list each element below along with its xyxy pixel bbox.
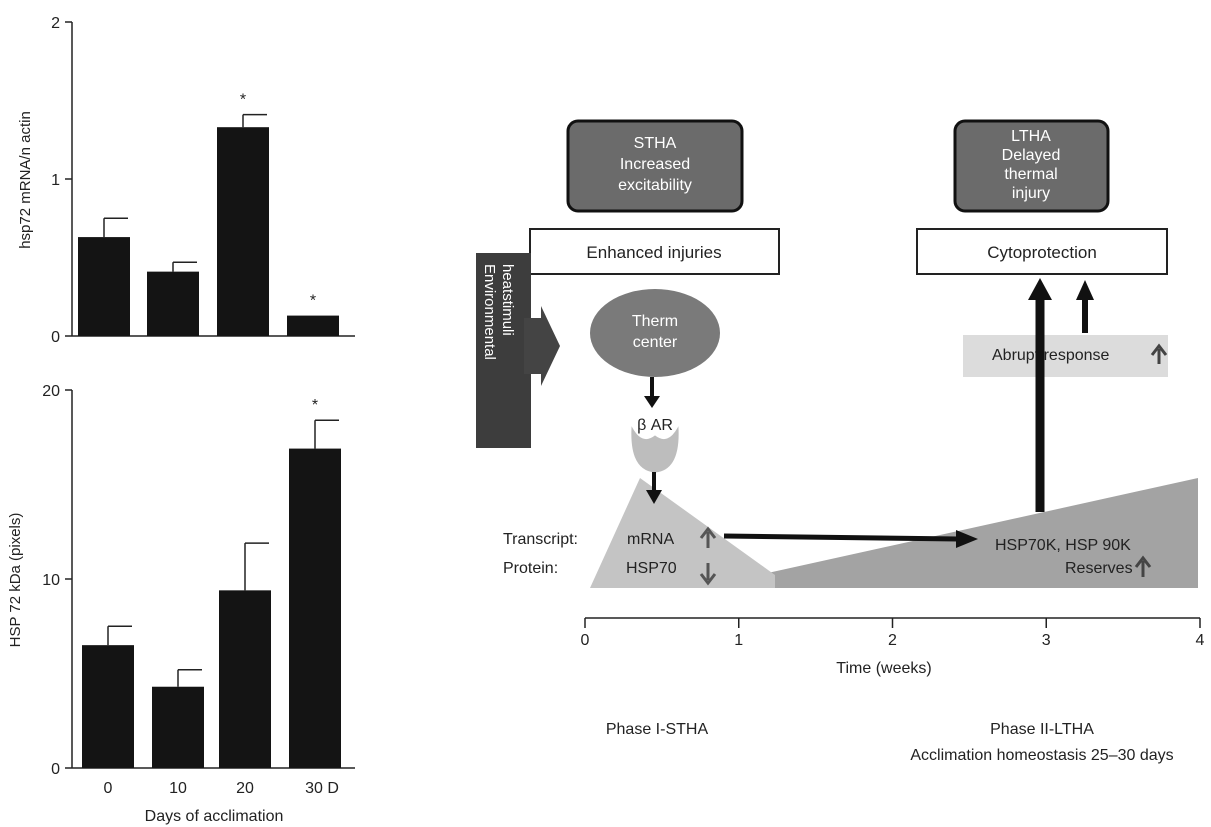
phase2-label-2: Acclimation homeostasis 25–30 days [910,747,1173,764]
stha-line-1: STHA [634,135,677,152]
time-axis-tick-label: 4 [1196,632,1205,649]
ltha-line-2: Delayed [1002,147,1061,164]
protein-label: Protein: [503,560,558,577]
environmental-text-1: Environmental [481,264,498,360]
abrupt-up-arrow-icon [1150,343,1168,364]
chart2-bar [289,448,341,768]
time-axis-label: Time (weeks) [836,660,931,677]
chart1-y-tick-label: 1 [51,172,60,189]
beta-ar-label: β AR [637,417,673,434]
hsp70-label: HSP70 [626,560,677,577]
chart2-y-tick-label: 20 [42,383,60,400]
time-axis: Time (weeks) 0 1 2 3 4 [581,617,1205,677]
reserves-up-arrow-icon [1134,555,1152,577]
chart2-x-tick-label: 20 [236,780,254,797]
heat-acclimation-diagram: STHA Increased excitability LTHA Delayed… [476,119,1205,764]
time-axis-tick-label: 2 [888,632,897,649]
enhanced-injuries-text: Enhanced injuries [586,243,721,262]
reserves-label: Reserves [1065,560,1133,577]
therm-center-oval [590,289,720,377]
protein-bar-chart: HSP 72 kDa (pixels) Days of acclimation … [7,383,355,825]
chart1-y-tick-label: 0 [51,329,60,346]
transcript-label: Transcript: [503,531,578,548]
chart2-y-tick-label: 0 [51,761,60,778]
chart1-y-label: hsp72 mRNA/n actin [17,111,34,249]
chart1-bar [147,271,199,336]
beta-ar-receptor-icon [631,426,679,473]
heat-stimuli-arrow [524,306,560,386]
transcript-to-reserves-arrowhead [956,530,978,548]
phase1-label: Phase I-STHA [606,721,709,738]
environmental-text-2: heatstimuli [499,264,516,336]
phase2-label-1: Phase II-LTHA [990,721,1094,738]
chart2-bar [152,686,204,768]
hsp70k-label: HSP70K, HSP 90K [995,537,1131,554]
cytoprotection-box [916,228,1168,275]
ltha-dark-triangle [700,478,1198,588]
chart2-x-tick-label: 0 [104,780,113,797]
chart2-x-tick-label: 10 [169,780,187,797]
therm-to-receptor-arrowhead [644,396,660,408]
enhanced-injuries-box [529,228,780,275]
chart1-significance-mark: * [310,293,316,310]
hsp70-down-arrow-icon [699,563,717,586]
chart1-significance-mark: * [240,92,246,109]
stha-light-triangle [590,478,775,588]
chart2-significance-mark: * [312,397,318,414]
abrupt-response-box [963,335,1168,377]
time-axis-tick-label: 0 [581,632,590,649]
time-axis-tick-label: 3 [1042,632,1051,649]
chart1-bar [78,237,130,336]
chart2-y-tick-label: 10 [42,572,60,589]
therm-center-line-2: center [633,334,678,351]
time-axis-tick-label: 1 [734,632,743,649]
ltha-line-4: injury [1012,185,1050,202]
transcript-to-reserves-arrow [723,533,959,542]
chart1-y-tick-label: 2 [51,15,60,32]
chart2-x-tick-label: 30 D [305,780,339,797]
therm-center-line-1: Therm [632,313,678,330]
chart1-bar [217,127,269,336]
ltha-main-up-arrowhead [1028,278,1052,300]
chart2-bar [219,590,271,768]
abrupt-up-arrowhead [1076,280,1094,300]
mrna-label: mRNA [627,531,674,548]
chart2-bar [82,645,134,768]
receptor-to-transcript-arrowhead [646,490,662,504]
chart1-bar [287,315,339,336]
ltha-line-3: thermal [1004,166,1057,183]
mrna-bar-chart: hsp72 mRNA/n actin 0 1 2 * * [17,15,355,346]
environmental-band [476,253,531,448]
stha-line-3: excitability [618,177,692,194]
abrupt-response-text: Abrupt response [992,347,1110,364]
ltha-box: LTHA Delayed thermal injury [953,119,1110,213]
chart2-y-label: HSP 72 kDa (pixels) [7,513,24,648]
mrna-up-arrow-icon [699,526,717,548]
stha-box: STHA Increased excitability [566,119,744,213]
chart2-x-label: Days of acclimation [145,808,284,825]
stha-line-2: Increased [620,156,690,173]
cytoprotection-text: Cytoprotection [987,243,1097,262]
ltha-line-1: LTHA [1011,128,1051,145]
